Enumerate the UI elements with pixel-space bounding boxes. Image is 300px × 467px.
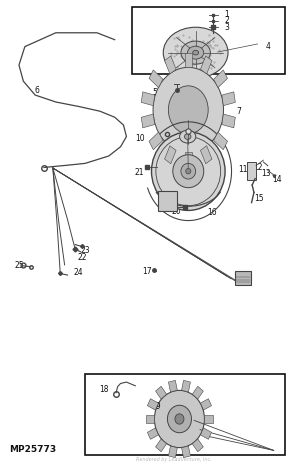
- Polygon shape: [222, 114, 235, 128]
- Polygon shape: [169, 446, 177, 458]
- Ellipse shape: [173, 155, 204, 188]
- Text: MP25773: MP25773: [9, 445, 56, 454]
- Bar: [247, 162, 256, 179]
- Polygon shape: [200, 56, 212, 74]
- Polygon shape: [165, 56, 176, 74]
- Polygon shape: [185, 152, 192, 167]
- Polygon shape: [141, 114, 155, 128]
- Ellipse shape: [175, 414, 184, 424]
- Ellipse shape: [168, 86, 208, 134]
- Bar: [236, 271, 251, 285]
- Polygon shape: [149, 132, 163, 150]
- Text: 12: 12: [253, 163, 262, 172]
- Text: 1: 1: [224, 10, 229, 19]
- Ellipse shape: [186, 169, 191, 174]
- Ellipse shape: [181, 163, 196, 179]
- Text: 5: 5: [152, 88, 157, 97]
- Polygon shape: [156, 386, 167, 399]
- Polygon shape: [147, 399, 158, 410]
- Text: 25: 25: [14, 262, 24, 270]
- Text: 9: 9: [205, 137, 210, 146]
- Text: 16: 16: [207, 208, 217, 217]
- Text: 13: 13: [262, 169, 271, 178]
- Text: 14: 14: [272, 175, 281, 184]
- Text: 19: 19: [151, 402, 161, 411]
- Polygon shape: [141, 92, 155, 106]
- Ellipse shape: [154, 390, 205, 447]
- Text: 18: 18: [100, 384, 109, 394]
- Polygon shape: [214, 70, 227, 88]
- Ellipse shape: [188, 46, 204, 59]
- Polygon shape: [200, 399, 211, 410]
- Polygon shape: [214, 132, 227, 150]
- Text: 17: 17: [142, 267, 152, 276]
- Bar: [158, 191, 177, 212]
- Bar: [132, 7, 285, 74]
- Polygon shape: [200, 146, 212, 164]
- Polygon shape: [185, 53, 192, 67]
- Text: 2: 2: [224, 16, 229, 25]
- Text: 15: 15: [254, 194, 264, 204]
- Polygon shape: [192, 386, 203, 399]
- Text: 8: 8: [193, 132, 198, 141]
- Text: 3: 3: [224, 23, 229, 32]
- Ellipse shape: [181, 41, 210, 64]
- Polygon shape: [147, 428, 158, 439]
- Ellipse shape: [180, 130, 196, 143]
- Polygon shape: [146, 415, 154, 423]
- Polygon shape: [200, 428, 211, 439]
- Ellipse shape: [153, 67, 224, 152]
- Text: 4: 4: [265, 42, 270, 51]
- Polygon shape: [169, 380, 177, 392]
- Polygon shape: [182, 380, 190, 392]
- Polygon shape: [182, 446, 190, 458]
- Text: Rendered by LeadVenture, Inc.: Rendered by LeadVenture, Inc.: [136, 457, 211, 462]
- Polygon shape: [165, 146, 176, 164]
- Text: 24: 24: [73, 268, 83, 277]
- Ellipse shape: [163, 27, 228, 78]
- Text: 22: 22: [77, 253, 87, 262]
- Text: 21: 21: [135, 168, 144, 177]
- Text: 20: 20: [172, 207, 181, 216]
- Text: 23: 23: [80, 246, 90, 255]
- Ellipse shape: [167, 405, 191, 433]
- Polygon shape: [192, 439, 203, 452]
- Text: 11: 11: [238, 165, 247, 174]
- Ellipse shape: [193, 50, 199, 55]
- Text: 10: 10: [135, 134, 145, 143]
- Polygon shape: [205, 415, 213, 423]
- Text: 7: 7: [236, 107, 241, 116]
- Polygon shape: [156, 439, 167, 452]
- Ellipse shape: [184, 134, 191, 139]
- Text: 6: 6: [34, 86, 39, 95]
- Polygon shape: [222, 92, 235, 106]
- Bar: [85, 374, 285, 455]
- Polygon shape: [149, 70, 163, 88]
- Ellipse shape: [152, 132, 225, 211]
